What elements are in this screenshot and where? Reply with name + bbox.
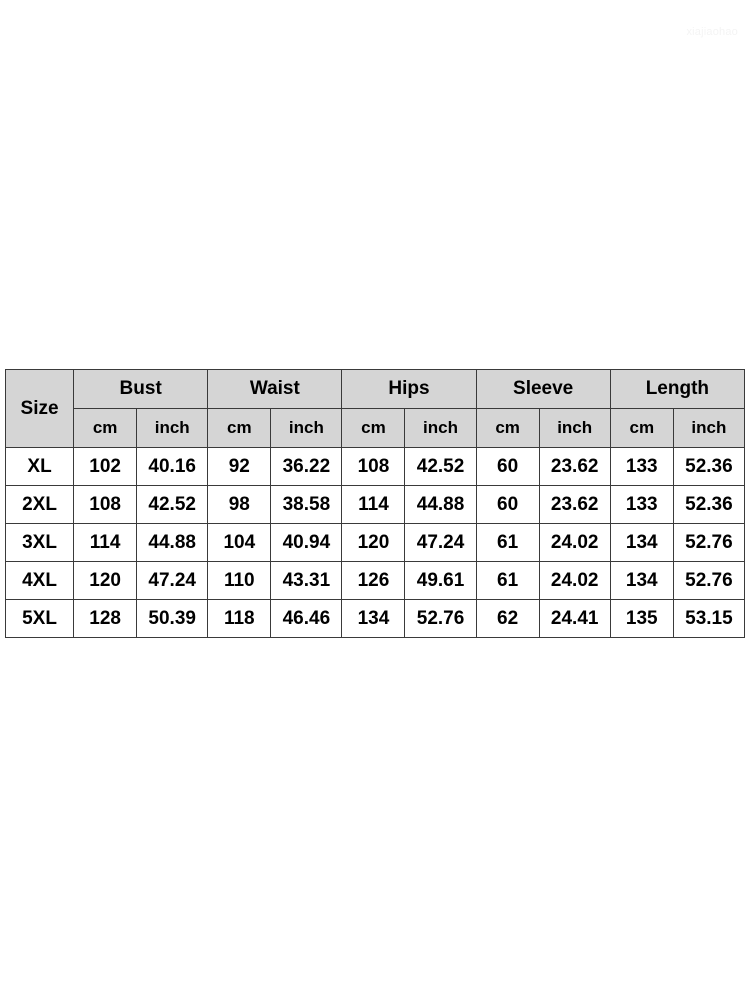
cell-hips-cm: 108 <box>341 447 406 486</box>
cell-length-inch: 52.36 <box>672 447 746 486</box>
cell-bust-cm: 120 <box>73 561 138 600</box>
cell-sleeve-cm: 62 <box>475 599 540 638</box>
size-chart-container: Size Bust Waist Hips Sleeve Length cm in… <box>4 369 746 638</box>
header-unit-hips-inch: inch <box>404 408 477 448</box>
cell-waist-inch: 43.31 <box>270 561 343 600</box>
cell-waist-cm: 98 <box>207 485 272 524</box>
cell-bust-cm: 128 <box>73 599 138 638</box>
cell-hips-inch: 44.88 <box>404 485 477 524</box>
cell-sleeve-cm: 60 <box>475 447 540 486</box>
cell-sleeve-cm: 61 <box>475 561 540 600</box>
header-unit-bust-cm: cm <box>73 408 138 448</box>
cell-length-cm: 134 <box>609 523 674 562</box>
cell-waist-inch: 36.22 <box>270 447 343 486</box>
cell-waist-inch: 40.94 <box>270 523 343 562</box>
cell-hips-inch: 49.61 <box>404 561 477 600</box>
cell-sleeve-inch: 24.02 <box>538 523 611 562</box>
cell-bust-cm: 114 <box>73 523 138 562</box>
header-row-groups: Size Bust Waist Hips Sleeve Length <box>4 369 746 448</box>
header-unit-waist-inch: inch <box>270 408 343 448</box>
cell-bust-inch: 47.24 <box>136 561 209 600</box>
cell-length-inch: 52.76 <box>672 523 746 562</box>
header-unit-hips-cm: cm <box>341 408 406 448</box>
cell-bust-inch: 40.16 <box>136 447 209 486</box>
table-header: Size Bust Waist Hips Sleeve Length cm in… <box>4 369 746 448</box>
header-row-units: cm inch cm inch cm inch cm inch cm inch <box>6 408 746 448</box>
cell-length-inch: 53.15 <box>672 599 746 638</box>
cell-hips-inch: 42.52 <box>404 447 477 486</box>
cell-length-inch: 52.36 <box>672 485 746 524</box>
cell-bust-cm: 108 <box>73 485 138 524</box>
cell-size: 4XL <box>4 561 75 600</box>
cell-waist-cm: 104 <box>207 523 272 562</box>
cell-waist-inch: 38.58 <box>270 485 343 524</box>
cell-hips-cm: 114 <box>341 485 406 524</box>
header-size: Size <box>4 369 75 448</box>
cell-bust-inch: 42.52 <box>136 485 209 524</box>
table-row: 2XL 108 42.52 98 38.58 114 44.88 60 23.6… <box>4 485 746 524</box>
cell-size: XL <box>4 447 75 486</box>
table-row: 3XL 114 44.88 104 40.94 120 47.24 61 24.… <box>4 523 746 562</box>
table-row: 4XL 120 47.24 110 43.31 126 49.61 61 24.… <box>4 561 746 600</box>
cell-size: 2XL <box>4 485 75 524</box>
header-group-hips: Hips <box>341 369 477 409</box>
cell-hips-inch: 52.76 <box>404 599 477 638</box>
cell-waist-cm: 118 <box>207 599 272 638</box>
cell-bust-inch: 44.88 <box>136 523 209 562</box>
cell-length-cm: 134 <box>609 561 674 600</box>
watermark-text: xiajiaohao <box>686 26 738 38</box>
cell-sleeve-inch: 24.41 <box>538 599 611 638</box>
cell-length-cm: 135 <box>609 599 674 638</box>
table-body: XL 102 40.16 92 36.22 108 42.52 60 23.62… <box>4 447 746 638</box>
table-row: XL 102 40.16 92 36.22 108 42.52 60 23.62… <box>4 447 746 486</box>
cell-size: 3XL <box>4 523 75 562</box>
cell-sleeve-inch: 23.62 <box>538 485 611 524</box>
cell-hips-cm: 120 <box>341 523 406 562</box>
header-unit-sleeve-cm: cm <box>475 408 540 448</box>
cell-sleeve-cm: 60 <box>475 485 540 524</box>
cell-waist-cm: 92 <box>207 447 272 486</box>
cell-sleeve-inch: 23.62 <box>538 447 611 486</box>
cell-hips-inch: 47.24 <box>404 523 477 562</box>
cell-sleeve-inch: 24.02 <box>538 561 611 600</box>
header-group-waist: Waist <box>207 369 343 409</box>
cell-hips-cm: 126 <box>341 561 406 600</box>
cell-length-cm: 133 <box>609 447 674 486</box>
header-unit-waist-cm: cm <box>207 408 272 448</box>
header-unit-sleeve-inch: inch <box>538 408 611 448</box>
cell-length-cm: 133 <box>609 485 674 524</box>
cell-length-inch: 52.76 <box>672 561 746 600</box>
cell-bust-cm: 102 <box>73 447 138 486</box>
cell-sleeve-cm: 61 <box>475 523 540 562</box>
header-unit-length-inch: inch <box>672 408 746 448</box>
cell-waist-cm: 110 <box>207 561 272 600</box>
header-group-length: Length <box>609 369 746 409</box>
header-unit-bust-inch: inch <box>136 408 209 448</box>
table-row: 5XL 128 50.39 118 46.46 134 52.76 62 24.… <box>4 599 746 638</box>
cell-hips-cm: 134 <box>341 599 406 638</box>
header-group-bust: Bust <box>73 369 209 409</box>
cell-waist-inch: 46.46 <box>270 599 343 638</box>
header-unit-length-cm: cm <box>609 408 674 448</box>
size-chart-table: Size Bust Waist Hips Sleeve Length cm in… <box>4 369 746 638</box>
cell-bust-inch: 50.39 <box>136 599 209 638</box>
cell-size: 5XL <box>4 599 75 638</box>
header-group-sleeve: Sleeve <box>475 369 611 409</box>
